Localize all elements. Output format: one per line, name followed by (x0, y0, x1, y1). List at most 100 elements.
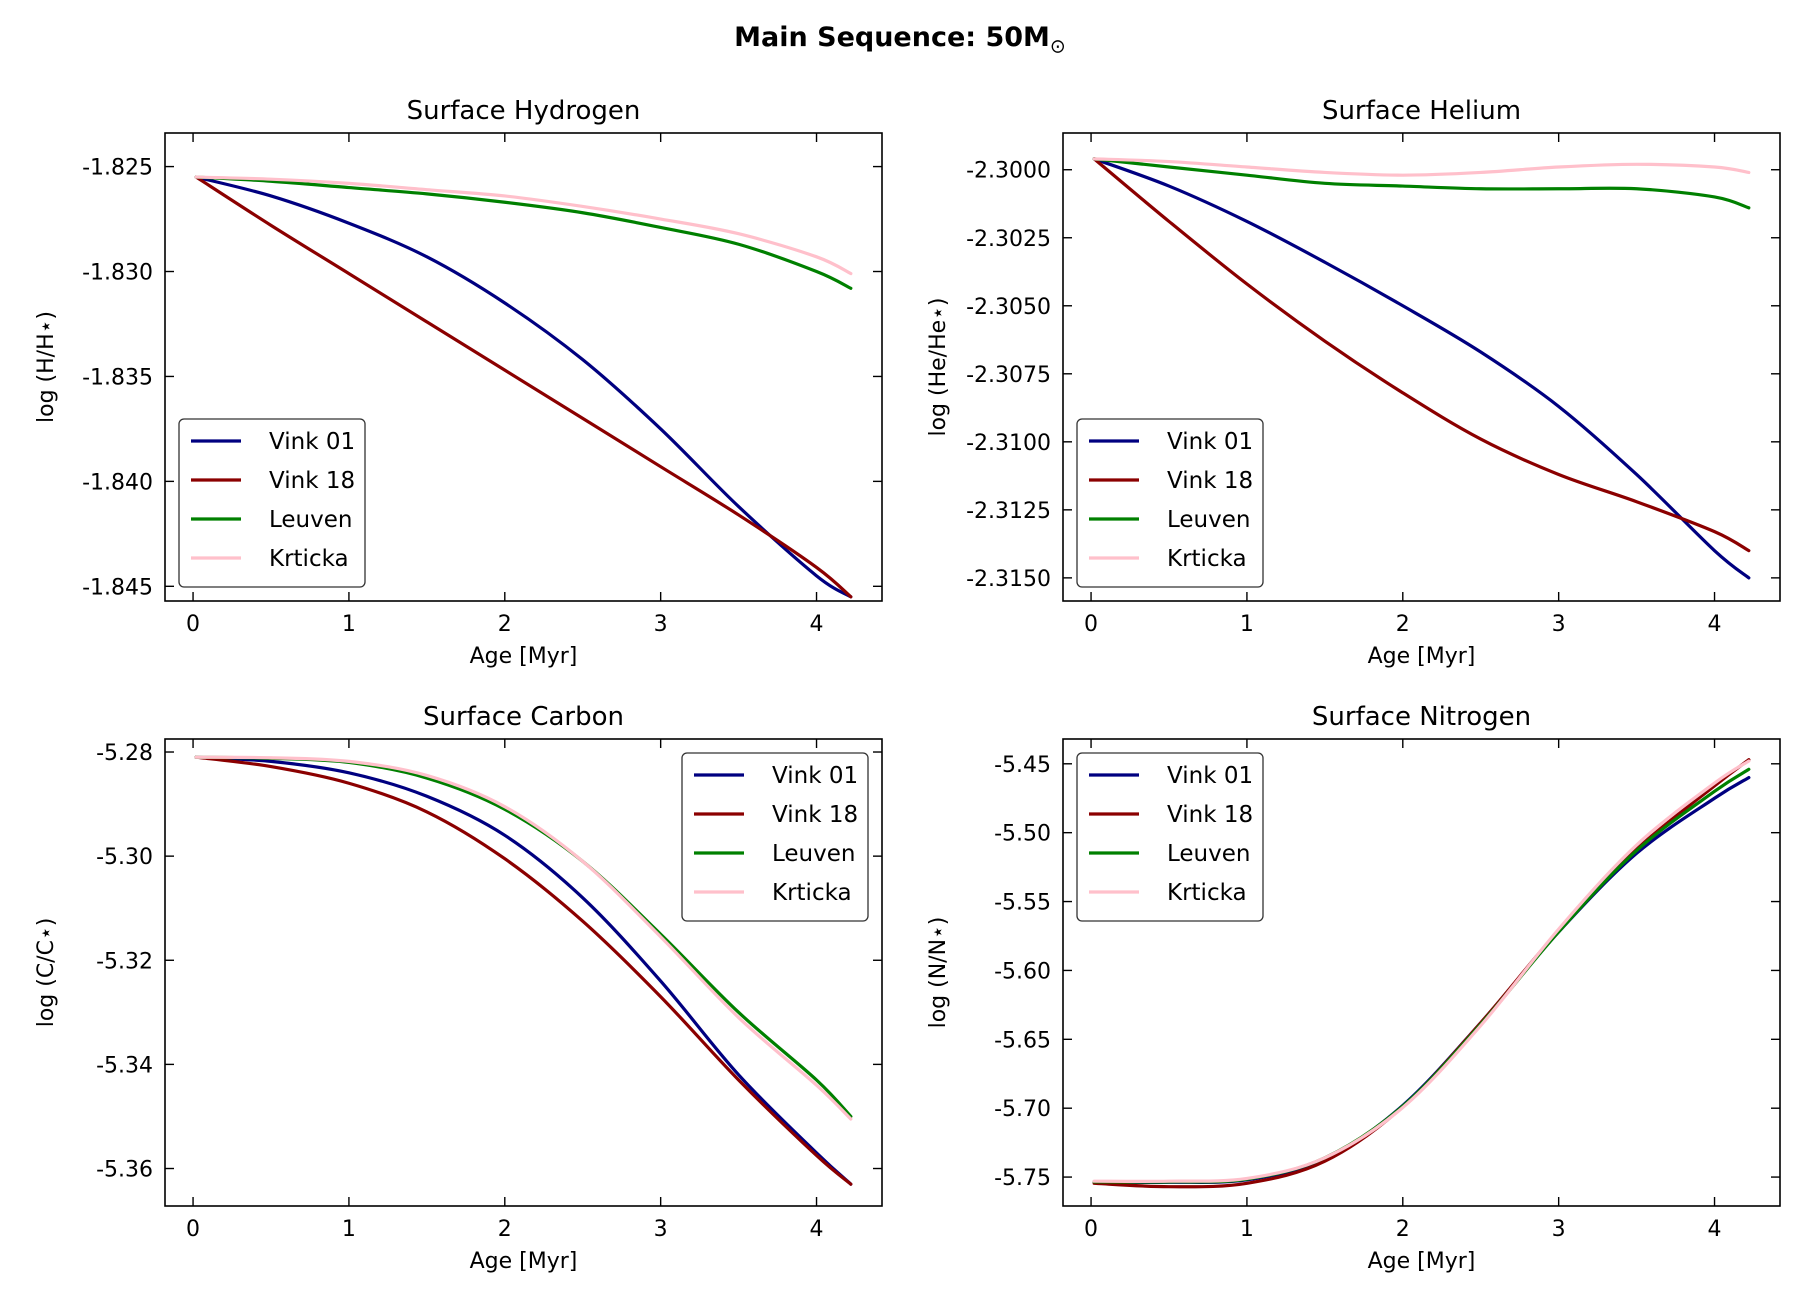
series-line-krticka (194, 755, 853, 1121)
y-tick-label: -5.32 (96, 949, 153, 974)
x-tick-label: 4 (1708, 1217, 1722, 1242)
series-line-krticka (194, 175, 853, 276)
x-tick-label: 2 (498, 612, 512, 637)
series-line-leuven (194, 175, 853, 290)
panel-title: Surface Carbon (423, 702, 624, 732)
series-line-vink-18 (194, 175, 853, 599)
series-line-vink-18 (1092, 157, 1751, 553)
y-tick-label: -2.3150 (966, 567, 1051, 592)
panel-nitrogen: Surface Nitrogen 0 1 2 3 4 -5.45 -5.50 -5.55 -5.6… (926, 702, 1781, 1274)
x-tick-label: 2 (1396, 1217, 1410, 1242)
legend-label-vink-01: Vink 01 (269, 429, 355, 455)
y-tick-label: -2.3125 (966, 499, 1051, 524)
legend-label-leuven: Leuven (1167, 841, 1250, 867)
series-line-vink-01 (1092, 157, 1751, 580)
x-tick-label: 0 (186, 1217, 200, 1242)
legend: Vink 01 Vink 18 Leuven Krticka (1076, 418, 1264, 588)
y-tick-label: -5.36 (96, 1158, 153, 1183)
legend-label-krticka: Krticka (772, 880, 852, 906)
legend: Vink 01 Vink 18 Leuven Krticka (178, 418, 366, 588)
y-tick-label: -1.840 (82, 470, 153, 495)
y-tick-label: -5.65 (994, 1028, 1051, 1053)
x-tick-label: 4 (1708, 612, 1722, 637)
x-axis-label: Age [Myr] (470, 1249, 578, 1274)
x-tick-label: 4 (810, 1217, 824, 1242)
y-axis-label: log (He/He⋆) (926, 297, 951, 436)
y-tick-label: -5.50 (994, 822, 1051, 847)
panel-title: Surface Helium (1322, 96, 1521, 126)
sun-symbol-icon: ⊙ (1049, 35, 1066, 58)
legend-label-krticka: Krticka (1167, 880, 1247, 906)
series-group (194, 175, 853, 599)
legend-label-krticka: Krticka (269, 546, 349, 572)
y-axis-label: log (C/C⋆) (34, 918, 59, 1028)
series-group (194, 755, 853, 1186)
panel-helium: Surface Helium 0 1 2 3 4 -2.3000 -2.3025 -2.3050… (926, 96, 1781, 669)
y-tick-label: -5.28 (96, 741, 153, 766)
x-tick-label: 4 (810, 612, 824, 637)
legend-label-leuven: Leuven (1167, 507, 1250, 533)
y-tick-label: -2.3025 (966, 227, 1051, 252)
y-tick-label: -5.45 (994, 753, 1051, 778)
figure-title-text: Main Sequence: 50M (734, 22, 1050, 53)
axes-frame (164, 738, 883, 1207)
y-tick-label: -5.70 (994, 1097, 1051, 1122)
x-tick-label: 0 (1084, 1217, 1098, 1242)
legend-box (1076, 418, 1264, 588)
panel-carbon: Surface Carbon 0 1 2 3 4 -5.28 -5.30 -5.32 -5.34 -… (34, 702, 883, 1274)
y-tick-label: -2.3000 (966, 159, 1051, 184)
y-tick-label: -1.825 (82, 156, 153, 181)
panel-hydrogen: Surface Hydrogen 0 1 2 3 4 -1.825 -1.830 -1.835 -… (34, 96, 883, 669)
y-tick-label: -2.3100 (966, 431, 1051, 456)
x-tick-label: 3 (1552, 612, 1566, 637)
y-tick-label: -2.3050 (966, 295, 1051, 320)
x-tick-label: 2 (1396, 612, 1410, 637)
x-tick-label: 1 (342, 1217, 356, 1242)
x-tick-label: 0 (1084, 612, 1098, 637)
legend-label-vink-01: Vink 01 (1167, 763, 1253, 789)
y-tick-label: -5.34 (96, 1053, 153, 1078)
x-axis-label: Age [Myr] (1368, 1249, 1476, 1274)
legend-label-vink-01: Vink 01 (772, 763, 858, 789)
x-tick-label: 3 (654, 1217, 668, 1242)
legend-box (1076, 752, 1264, 922)
legend-label-vink-18: Vink 18 (1167, 468, 1253, 494)
legend-label-vink-01: Vink 01 (1167, 429, 1253, 455)
axes-frame (1062, 132, 1781, 602)
y-tick-label: -5.75 (994, 1166, 1051, 1191)
x-tick-label: 2 (498, 1217, 512, 1242)
legend-label-vink-18: Vink 18 (269, 468, 355, 494)
legend-label-leuven: Leuven (269, 507, 352, 533)
x-tick-label: 3 (1552, 1217, 1566, 1242)
x-tick-label: 1 (1240, 612, 1254, 637)
series-line-krticka (1092, 157, 1751, 177)
y-tick-label: -5.55 (994, 891, 1051, 916)
legend-label-leuven: Leuven (772, 841, 855, 867)
x-tick-label: 3 (654, 612, 668, 637)
y-tick-label: -1.835 (82, 365, 153, 390)
x-axis-label: Age [Myr] (1368, 644, 1476, 669)
legend: Vink 01 Vink 18 Leuven Krticka (1076, 752, 1264, 922)
legend-label-vink-18: Vink 18 (1167, 802, 1253, 828)
panel-title: Surface Nitrogen (1312, 702, 1531, 732)
y-tick-label: -2.3075 (966, 363, 1051, 388)
x-tick-label: 0 (186, 612, 200, 637)
series-group (1092, 157, 1751, 580)
y-tick-label: -5.30 (96, 845, 153, 870)
y-tick-label: -1.830 (82, 261, 153, 286)
axes-frame (164, 132, 883, 602)
figure-title: Main Sequence: 50M⊙ (0, 22, 1800, 57)
series-line-leuven (1092, 157, 1751, 210)
series-line-krticka (1092, 759, 1751, 1184)
x-tick-label: 1 (1240, 1217, 1254, 1242)
y-axis-label: log (H/H⋆) (34, 311, 59, 423)
series-group (1092, 758, 1751, 1189)
x-axis-label: Age [Myr] (470, 644, 578, 669)
panel-title: Surface Hydrogen (407, 96, 641, 126)
x-tick-label: 1 (342, 612, 356, 637)
y-tick-label: -5.60 (994, 959, 1051, 984)
y-tick-label: -1.845 (82, 575, 153, 600)
series-line-vink-18 (194, 755, 853, 1186)
legend-box (178, 418, 366, 588)
